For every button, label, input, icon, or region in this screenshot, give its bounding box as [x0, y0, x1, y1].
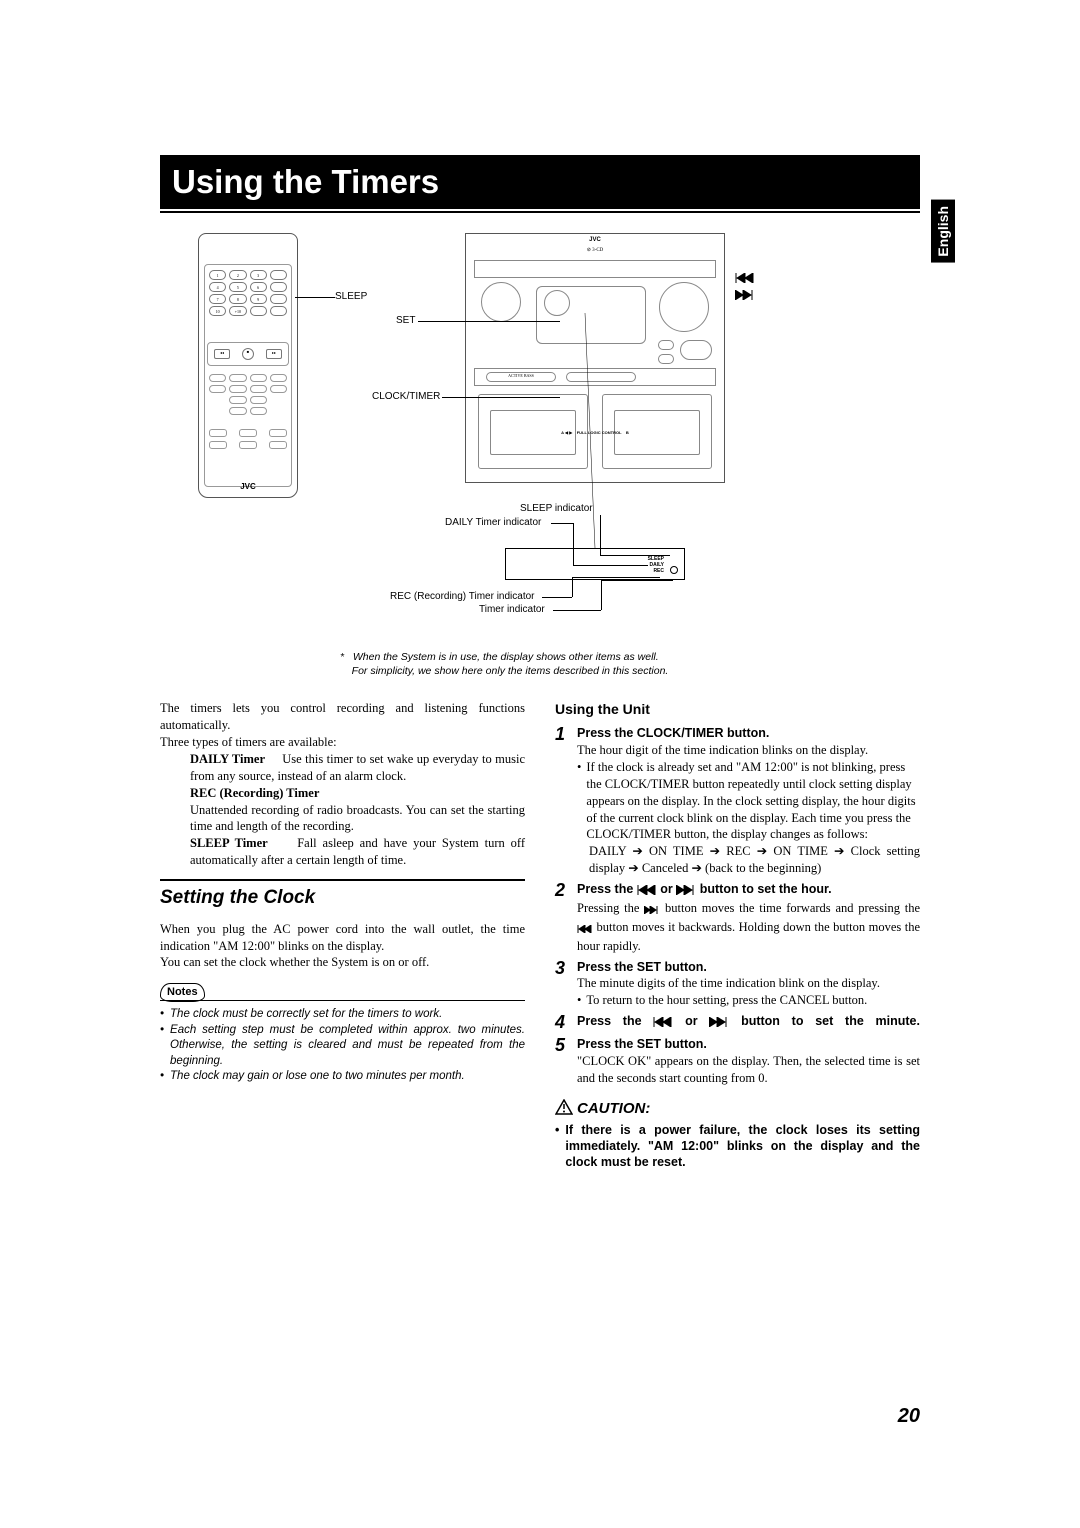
using-unit-title: Using the Unit — [555, 700, 920, 719]
step-5: 5 Press the SET button. "CLOCK OK" appea… — [555, 1036, 920, 1087]
section-rule — [160, 879, 525, 881]
notes-header: Notes — [160, 983, 525, 1001]
set-label: SET — [396, 315, 415, 326]
next-track-icon — [644, 902, 660, 919]
left-column: The timers lets you control recording an… — [160, 700, 525, 1170]
sleep-label: SLEEP — [335, 291, 367, 302]
remote-lower — [209, 429, 287, 449]
body-columns: The timers lets you control recording an… — [160, 700, 920, 1170]
remote-transport: ◂◂■▸▸ — [207, 342, 289, 366]
step-3: 3 Press the SET button. The minute digit… — [555, 959, 920, 1010]
title-rule — [160, 211, 920, 213]
remote-source — [209, 374, 287, 415]
right-column: Using the Unit 1 Press the CLOCK/TIMER b… — [555, 700, 920, 1170]
language-tab: English — [931, 200, 955, 263]
next-track-icon — [709, 1015, 729, 1032]
caution-body: If there is a power failure, the clock l… — [555, 1122, 920, 1171]
setting-clock-p1: When you plug the AC power cord into the… — [160, 921, 525, 955]
remote-number-pad: 123 456 789 10+10 — [209, 270, 287, 316]
page-title-bar: Using the Timers — [160, 155, 920, 209]
prev-track-icon — [653, 1015, 673, 1032]
remote-brand: JVC — [199, 482, 297, 491]
setting-clock-title: Setting the Clock — [160, 885, 525, 911]
intro-p1: The timers lets you control recording an… — [160, 700, 525, 734]
next-icon-label — [735, 285, 755, 303]
step-2: 2 Press the or button to set the hour. P… — [555, 881, 920, 955]
daily-indicator-label: DAILY Timer indicator — [445, 517, 541, 528]
prev-track-icon — [577, 921, 593, 938]
timer-indicator-label: Timer indicator — [479, 604, 545, 615]
prev-track-icon — [735, 270, 755, 286]
step-1-sequence: DAILY ➔ ON TIME ➔ REC ➔ ON TIME ➔ Clock … — [577, 843, 920, 877]
timer-clock-icon — [670, 566, 678, 574]
rec-indicator-label: REC (Recording) Timer indicator — [390, 591, 535, 602]
prev-track-icon — [637, 883, 657, 900]
prev-icon-label — [735, 268, 755, 286]
step-4: 4 Press the or button to set the minute. — [555, 1013, 920, 1032]
page-title: Using the Timers — [172, 163, 439, 200]
notes-label: Notes — [160, 983, 205, 1002]
clock-timer-label: CLOCK/TIMER — [372, 391, 440, 402]
step-1: 1 Press the CLOCK/TIMER button. The hour… — [555, 725, 920, 877]
next-track-icon — [676, 883, 696, 900]
remote-diagram: 123 456 789 10+10 ◂◂■▸▸ JVC — [198, 233, 298, 498]
page-number: 20 — [898, 1405, 920, 1428]
diagram-area: 123 456 789 10+10 ◂◂■▸▸ JVC — [160, 233, 920, 643]
manual-page: Using the Timers English 123 456 789 10+… — [0, 0, 1080, 1528]
timer-types: DAILY Timer Use this timer to set wake u… — [160, 751, 525, 869]
caution-icon — [555, 1099, 573, 1120]
next-track-icon — [735, 287, 755, 303]
setting-clock-p2: You can set the clock whether the System… — [160, 954, 525, 971]
notes-list: The clock must be correctly set for the … — [160, 1007, 525, 1085]
diagram-footnote: * When the System is in use, the display… — [340, 651, 920, 678]
intro-p2: Three types of timers are available: — [160, 734, 525, 751]
caution-heading: CAUTION: — [555, 1099, 920, 1120]
